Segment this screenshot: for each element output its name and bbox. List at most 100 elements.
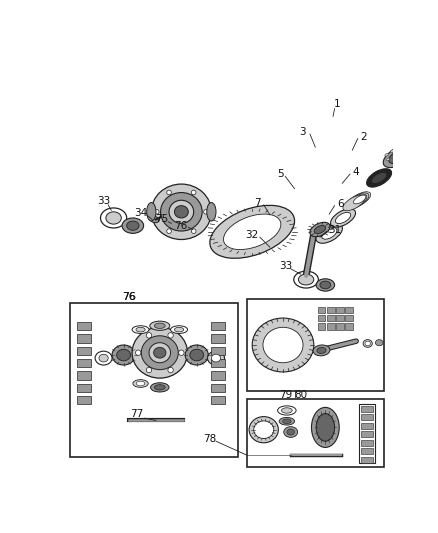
- Ellipse shape: [249, 417, 279, 443]
- Ellipse shape: [278, 406, 296, 415]
- Ellipse shape: [150, 321, 170, 330]
- Ellipse shape: [155, 209, 159, 214]
- Bar: [212, 371, 225, 379]
- Text: 33: 33: [97, 196, 110, 206]
- Ellipse shape: [284, 426, 298, 438]
- Bar: [359, 405, 374, 463]
- Ellipse shape: [385, 154, 389, 156]
- Ellipse shape: [167, 190, 171, 195]
- Ellipse shape: [132, 327, 187, 378]
- Bar: [361, 457, 373, 463]
- Ellipse shape: [411, 127, 427, 139]
- Bar: [361, 431, 373, 438]
- Bar: [327, 306, 335, 313]
- Text: 3: 3: [299, 127, 306, 137]
- Ellipse shape: [150, 216, 159, 223]
- Bar: [78, 346, 91, 355]
- Ellipse shape: [427, 106, 438, 120]
- Bar: [212, 334, 225, 343]
- Bar: [212, 384, 225, 392]
- Text: 76: 76: [122, 292, 136, 302]
- Bar: [318, 306, 325, 313]
- Ellipse shape: [147, 203, 156, 221]
- Bar: [361, 423, 373, 429]
- Ellipse shape: [168, 333, 173, 338]
- Ellipse shape: [112, 345, 135, 365]
- Ellipse shape: [316, 279, 335, 291]
- Ellipse shape: [210, 205, 294, 259]
- Ellipse shape: [391, 150, 394, 152]
- Ellipse shape: [317, 348, 326, 353]
- Ellipse shape: [185, 345, 208, 365]
- Ellipse shape: [282, 408, 292, 413]
- Text: 76: 76: [174, 221, 187, 231]
- Bar: [212, 359, 225, 367]
- Ellipse shape: [136, 327, 145, 332]
- Ellipse shape: [154, 348, 166, 358]
- Ellipse shape: [127, 221, 139, 230]
- Ellipse shape: [122, 218, 144, 233]
- Ellipse shape: [349, 192, 371, 207]
- Ellipse shape: [279, 417, 294, 425]
- Ellipse shape: [420, 101, 438, 125]
- Text: 6: 6: [337, 199, 344, 209]
- Ellipse shape: [208, 351, 224, 365]
- Ellipse shape: [263, 327, 303, 363]
- Bar: [78, 322, 91, 330]
- Ellipse shape: [254, 421, 274, 439]
- Ellipse shape: [132, 326, 149, 334]
- Ellipse shape: [146, 367, 152, 373]
- Ellipse shape: [207, 203, 216, 221]
- Ellipse shape: [435, 103, 438, 117]
- Ellipse shape: [167, 229, 171, 233]
- Ellipse shape: [406, 123, 433, 143]
- Ellipse shape: [170, 326, 187, 334]
- Ellipse shape: [167, 221, 173, 225]
- Ellipse shape: [190, 349, 204, 361]
- Ellipse shape: [331, 209, 356, 227]
- Ellipse shape: [389, 149, 408, 164]
- Ellipse shape: [212, 354, 221, 362]
- Bar: [361, 414, 373, 421]
- Bar: [78, 359, 91, 367]
- Bar: [78, 371, 91, 379]
- Ellipse shape: [311, 407, 339, 447]
- Bar: [361, 448, 373, 454]
- Ellipse shape: [141, 336, 178, 370]
- Text: 1: 1: [334, 99, 340, 109]
- Bar: [212, 396, 225, 405]
- Text: 31: 31: [328, 224, 341, 235]
- Bar: [336, 306, 344, 313]
- Bar: [336, 315, 344, 321]
- Ellipse shape: [321, 228, 337, 239]
- Ellipse shape: [155, 323, 165, 328]
- Ellipse shape: [169, 200, 194, 223]
- Bar: [336, 324, 344, 329]
- Ellipse shape: [191, 229, 196, 233]
- Text: 5: 5: [277, 169, 284, 179]
- Ellipse shape: [371, 172, 387, 183]
- Ellipse shape: [151, 184, 212, 239]
- Ellipse shape: [345, 194, 367, 209]
- Ellipse shape: [283, 419, 291, 424]
- Ellipse shape: [191, 190, 196, 195]
- Ellipse shape: [386, 158, 389, 161]
- Ellipse shape: [155, 385, 165, 390]
- Ellipse shape: [320, 281, 331, 289]
- Ellipse shape: [313, 345, 330, 356]
- Ellipse shape: [316, 414, 335, 441]
- Bar: [78, 334, 91, 343]
- Ellipse shape: [383, 145, 414, 167]
- Bar: [212, 346, 225, 355]
- Ellipse shape: [174, 327, 184, 332]
- Ellipse shape: [336, 212, 351, 223]
- Bar: [318, 315, 325, 321]
- Bar: [70, 303, 237, 457]
- Ellipse shape: [95, 351, 112, 365]
- Text: 7: 7: [254, 198, 261, 207]
- Ellipse shape: [403, 160, 406, 163]
- Ellipse shape: [146, 333, 152, 338]
- Bar: [346, 306, 353, 313]
- Text: 80: 80: [294, 390, 307, 400]
- Ellipse shape: [106, 212, 121, 224]
